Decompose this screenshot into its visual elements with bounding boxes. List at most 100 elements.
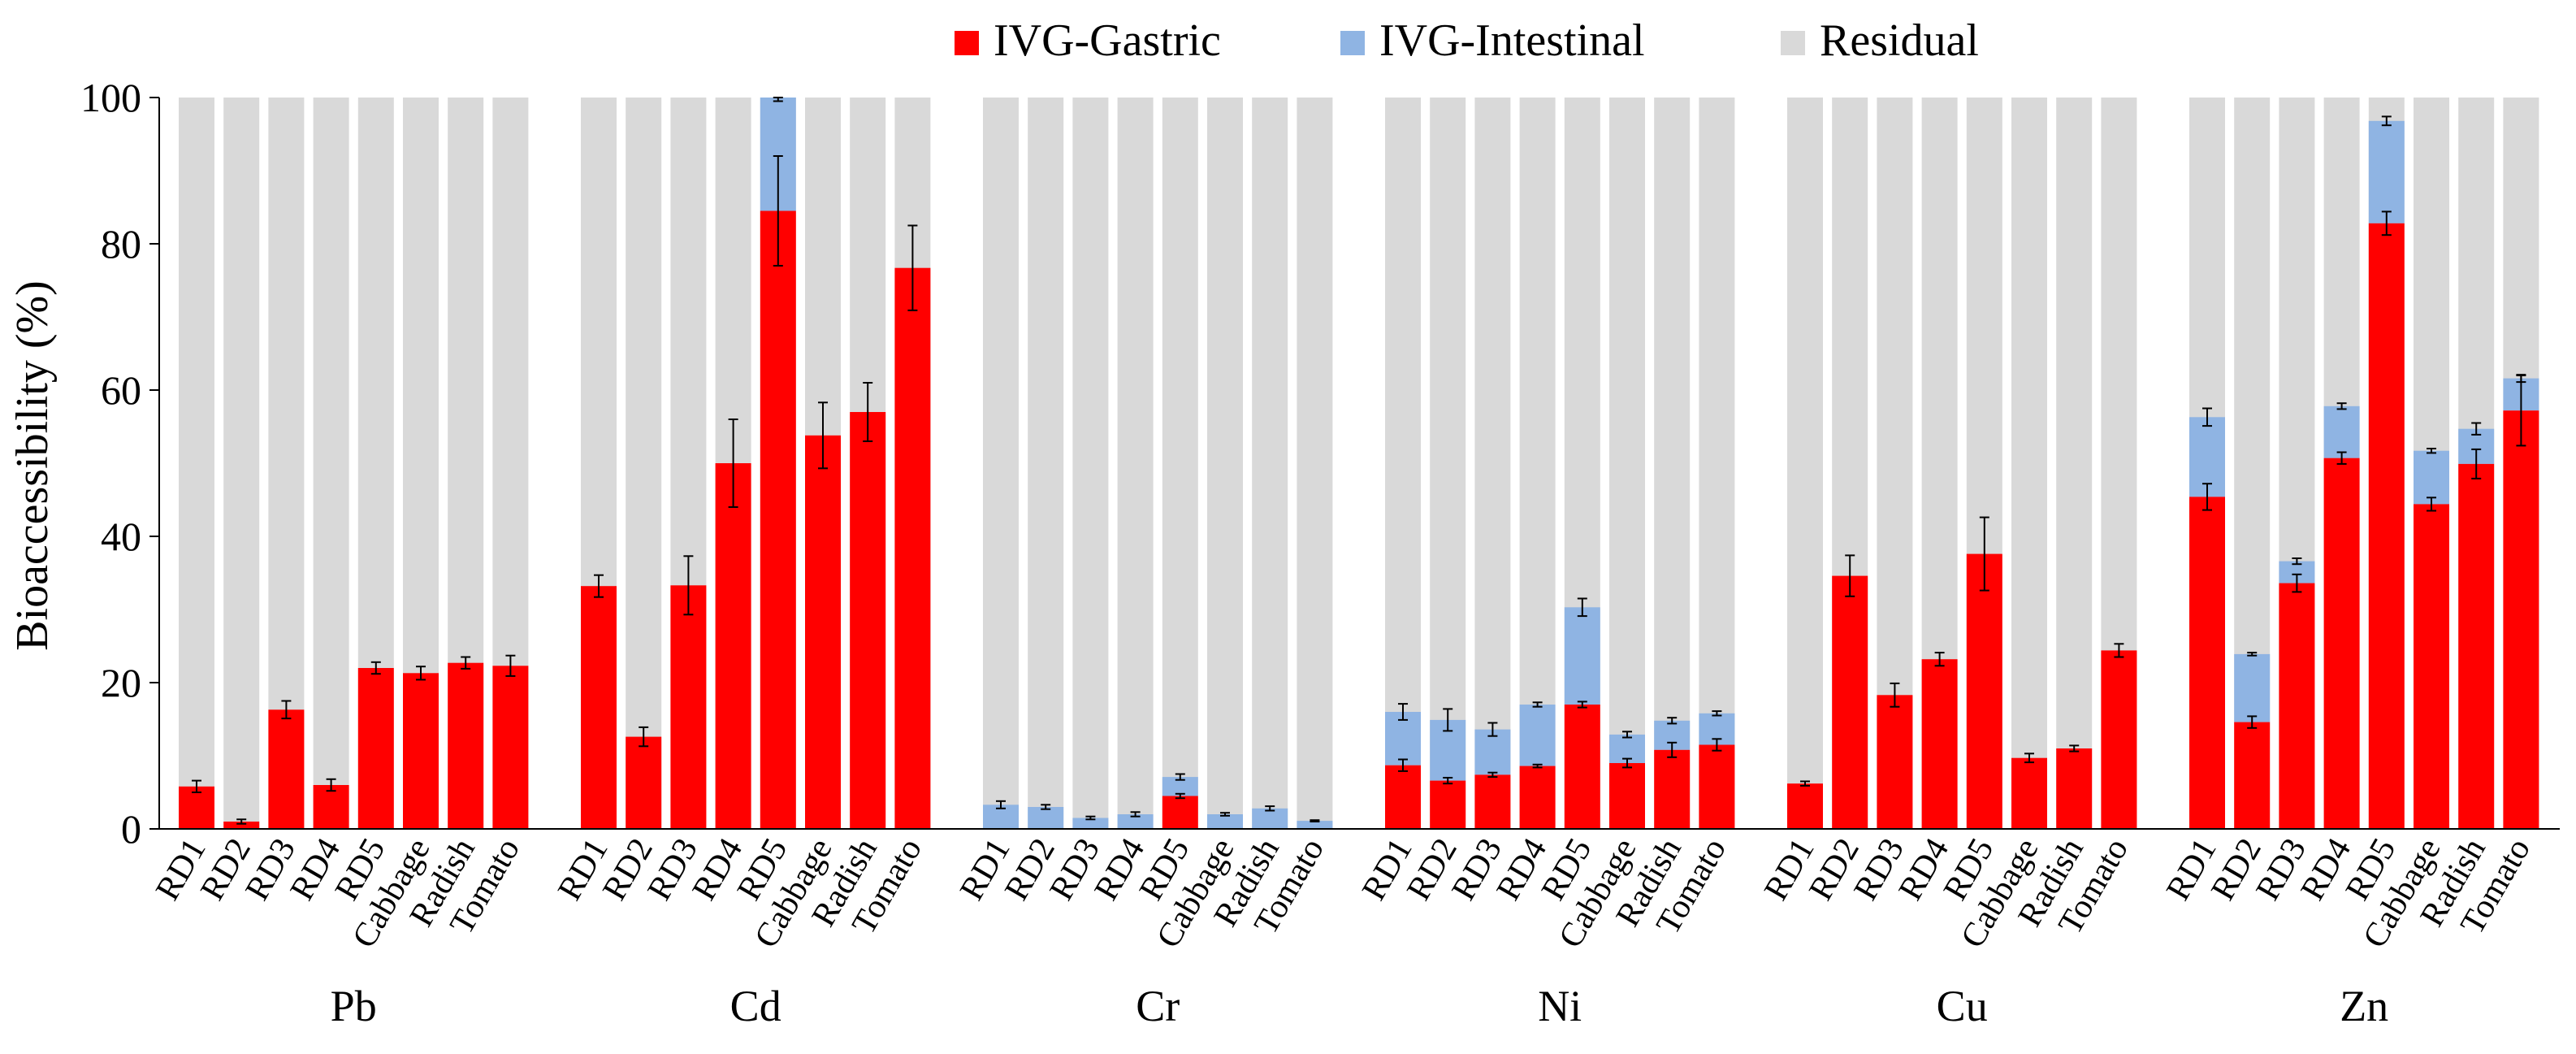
bar-intestinal xyxy=(1072,818,1109,829)
error-bar xyxy=(2427,448,2436,454)
bar-gastric xyxy=(223,822,260,829)
error-bar xyxy=(2247,652,2258,657)
error-bar xyxy=(2381,115,2392,127)
bar-residual xyxy=(1252,98,1288,829)
error-bar xyxy=(1979,516,1989,592)
bar-gastric xyxy=(805,435,841,829)
bar-gastric xyxy=(313,785,349,829)
error-bar xyxy=(1041,804,1051,810)
bar-intestinal xyxy=(1474,729,1511,775)
error-bar xyxy=(1890,682,1900,708)
error-bar xyxy=(1130,811,1141,818)
error-bar xyxy=(2336,402,2347,410)
bar-gastric xyxy=(179,786,214,829)
error-bar xyxy=(1667,717,1678,725)
bar-gastric xyxy=(2323,458,2360,829)
bar-residual xyxy=(1117,98,1154,829)
error-bar xyxy=(1310,819,1320,822)
legend-label: IVG-Gastric xyxy=(994,15,1221,66)
bar-gastric xyxy=(2503,410,2539,829)
bar-gastric xyxy=(1519,766,1556,829)
error-bar xyxy=(728,419,738,508)
bar-gastric xyxy=(492,666,529,829)
bar-residual xyxy=(626,98,662,829)
error-bar xyxy=(2247,715,2258,729)
error-bar xyxy=(2516,374,2526,384)
bar-gastric xyxy=(1474,774,1511,829)
error-bar xyxy=(2292,573,2302,593)
bar-residual xyxy=(2011,98,2047,829)
legend-item: Residual xyxy=(1781,15,1979,66)
bar-gastric xyxy=(1609,763,1645,829)
bar-residual xyxy=(1474,98,1511,829)
bar-intestinal xyxy=(1028,807,1064,829)
bar-gastric xyxy=(2011,757,2047,829)
legend-label: Residual xyxy=(1820,15,1979,66)
error-bar xyxy=(1175,792,1185,800)
error-bar xyxy=(461,656,471,670)
bar-intestinal xyxy=(1297,821,1333,829)
error-bar xyxy=(1532,701,1543,708)
bar-intestinal xyxy=(1117,814,1154,829)
bars xyxy=(179,97,2539,829)
x-axis: RD1RD2RD3RD4RD5CabbageRadishTomatoPbRD1R… xyxy=(149,828,2560,1030)
error-bar xyxy=(1175,773,1185,781)
bar-gastric xyxy=(448,662,484,829)
error-bar xyxy=(1712,710,1722,717)
error-bar xyxy=(1443,708,1453,732)
error-bar xyxy=(1220,812,1230,817)
bar-intestinal xyxy=(1385,712,1421,766)
error-bar xyxy=(1398,703,1408,721)
error-bar xyxy=(1487,771,1498,779)
error-bar xyxy=(2292,557,2302,566)
error-bar xyxy=(818,401,828,470)
bar-residual xyxy=(1162,98,1198,829)
error-bar xyxy=(1800,780,1810,787)
error-bar xyxy=(1934,652,1945,667)
bar-residual xyxy=(1430,98,1466,829)
bar-gastric xyxy=(1564,705,1600,829)
error-bar xyxy=(2202,407,2212,427)
y-axis: 0 20 40 60 80 100 xyxy=(80,75,160,852)
legend-swatch xyxy=(1340,31,1365,55)
error-bar xyxy=(1577,597,1587,618)
error-bar xyxy=(192,779,201,793)
error-bar xyxy=(1487,722,1498,737)
error-bar xyxy=(2381,210,2392,236)
y-tick-label: 40 xyxy=(101,514,141,559)
y-tick-label: 60 xyxy=(101,367,141,413)
legend-swatch xyxy=(955,31,979,55)
bar-gastric xyxy=(894,267,931,829)
bar-residual xyxy=(1787,98,1823,829)
bar-gastric xyxy=(1430,780,1466,829)
error-bar xyxy=(1622,731,1632,739)
bar-gastric xyxy=(2056,748,2093,829)
group-label: Cd xyxy=(730,982,781,1030)
group-label: Cr xyxy=(1136,982,1180,1030)
bar-intestinal xyxy=(2368,120,2405,223)
error-bar xyxy=(2471,448,2482,479)
bar-residual xyxy=(1028,98,1064,829)
bar-gastric xyxy=(715,463,751,829)
group-label: Cu xyxy=(1937,982,1988,1030)
bar-residual xyxy=(983,98,1019,829)
error-bar xyxy=(1265,805,1275,812)
bar-intestinal xyxy=(1564,607,1600,705)
error-bar xyxy=(326,778,336,792)
bar-gastric xyxy=(2458,463,2495,829)
error-bar xyxy=(1622,757,1632,769)
error-bar xyxy=(1085,815,1096,821)
error-bar xyxy=(236,818,247,825)
legend-item: IVG-Gastric xyxy=(955,15,1221,66)
legend: IVG-Gastric IVG-Intestinal Residual xyxy=(955,15,1979,66)
bar-gastric xyxy=(626,736,662,829)
error-bar xyxy=(416,666,426,681)
bar-gastric xyxy=(2234,722,2271,829)
bar-residual xyxy=(1654,98,1691,829)
bar-gastric xyxy=(2279,583,2315,829)
error-bar xyxy=(594,574,604,598)
error-bar xyxy=(2336,451,2347,465)
error-bar xyxy=(1398,758,1408,772)
bar-intestinal xyxy=(1252,808,1288,829)
